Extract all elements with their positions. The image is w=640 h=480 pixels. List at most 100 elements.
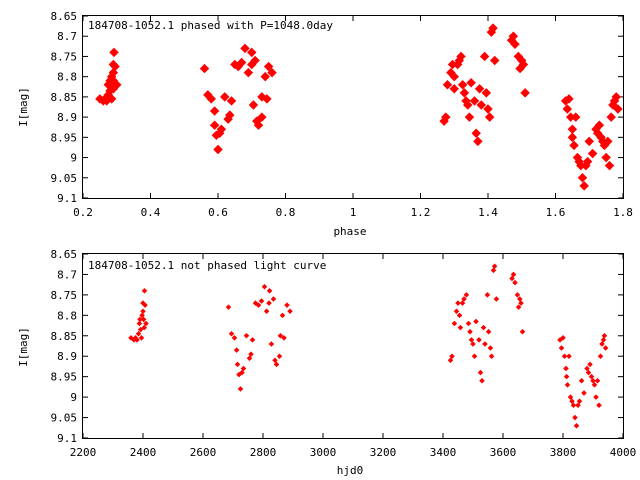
data-point (557, 337, 563, 343)
data-point (276, 353, 283, 359)
data-point (510, 271, 517, 278)
data-point (128, 335, 134, 341)
axis-ticks: 0.2 0.4 0.6 0.8 1 1.2 1.4 1.6 1.8 8.65 8.7 8.75 8.8 8… (51, 10, 633, 219)
data-point (587, 361, 593, 368)
y-tick-label: 8.95 (51, 131, 78, 144)
y-tick-label: 8.8 (57, 309, 77, 322)
x-tick-label: 0.8 (276, 206, 296, 219)
y-tick-label: 9.05 (51, 412, 78, 425)
data-point (240, 365, 247, 372)
data-point (584, 365, 590, 372)
data-point (281, 335, 287, 341)
data-point (268, 341, 275, 347)
data-point (209, 120, 220, 130)
unphased-light-curve-panel: 184708-1052.1 not phased light curve I[m… (17, 248, 636, 477)
data-point (266, 288, 273, 294)
data-point (560, 335, 566, 341)
data-point (576, 398, 583, 404)
data-point (463, 100, 473, 110)
data-point (520, 88, 530, 98)
x-tick-label: 1 (350, 206, 357, 219)
data-point (273, 361, 280, 368)
data-point (137, 316, 143, 323)
data-point (571, 112, 581, 122)
data-point (257, 112, 267, 122)
data-point (459, 88, 470, 98)
data-point (263, 308, 270, 315)
y-tick-label: 8.65 (51, 10, 78, 23)
data-point (479, 377, 485, 384)
data-point (585, 369, 592, 376)
data-point (471, 128, 481, 139)
data-point (270, 296, 277, 302)
data-point (577, 173, 588, 183)
data-point (220, 92, 230, 102)
plot-area-frame (82, 253, 624, 439)
data-point (518, 300, 524, 306)
x-tick-label: 4000 (610, 446, 637, 459)
data-point (239, 369, 245, 376)
data-point (447, 357, 454, 364)
data-point (477, 369, 484, 376)
y-tick-label: 8.7 (57, 30, 77, 43)
data-point (567, 124, 578, 134)
x-tick-label: 3400 (430, 446, 457, 459)
plot-area-frame (82, 15, 624, 199)
data-point (481, 88, 492, 98)
data-point (140, 308, 146, 315)
data-point (561, 353, 568, 359)
data-point (243, 67, 254, 78)
data-point (456, 51, 466, 62)
data-point (584, 136, 594, 147)
data-point (237, 386, 244, 392)
data-point (479, 51, 490, 62)
data-point (602, 345, 609, 351)
axis-ticks: 2200 2400 2600 2800 3000 3200 3400 3600 3800 4000… (51, 248, 637, 459)
data-points (95, 23, 623, 191)
x-tick-label: 3800 (550, 446, 577, 459)
data-point (243, 333, 250, 339)
data-point (470, 341, 476, 347)
data-point (465, 320, 472, 327)
data-point (449, 84, 459, 94)
data-point (564, 94, 574, 104)
data-point (518, 59, 529, 70)
data-point (136, 320, 143, 327)
y-tick-label: 8.8 (57, 71, 77, 84)
data-point (225, 304, 232, 310)
y-tick-label: 9.1 (57, 432, 77, 445)
data-point (512, 279, 518, 286)
data-point (110, 61, 120, 72)
y-tick-label: 8.9 (57, 350, 77, 363)
data-point (261, 283, 268, 290)
x-tick-label: 1.2 (411, 206, 431, 219)
data-point (578, 377, 585, 384)
data-point (473, 136, 483, 147)
data-point (272, 357, 278, 364)
data-point (449, 353, 455, 359)
data-point (464, 112, 475, 122)
data-point (590, 377, 596, 384)
x-tick-label: 2800 (250, 446, 277, 459)
data-point (225, 110, 235, 120)
data-point (449, 71, 459, 82)
data-point (451, 320, 458, 327)
data-point (469, 96, 480, 106)
data-point (467, 328, 473, 335)
x-tick-label: 0.4 (141, 206, 161, 219)
y-axis-label: I[mag] (17, 87, 30, 127)
data-point (236, 57, 247, 68)
data-point (141, 324, 147, 331)
data-point (213, 144, 223, 155)
data-point (510, 39, 520, 50)
data-point (564, 382, 571, 388)
x-tick-label: 2400 (130, 446, 157, 459)
data-point (233, 347, 240, 353)
x-tick-label: 2200 (70, 446, 97, 459)
y-tick-label: 9 (70, 391, 77, 404)
data-point (488, 353, 495, 359)
chart-title: 184708-1052.1 phased with P=1048.0day (88, 19, 333, 32)
data-point (253, 120, 264, 130)
data-point (109, 47, 119, 58)
data-point (459, 300, 466, 306)
